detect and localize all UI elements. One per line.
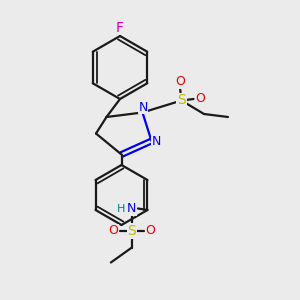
- Text: N: N: [138, 100, 148, 114]
- Text: O: O: [146, 224, 155, 238]
- Text: N: N: [151, 135, 161, 148]
- Text: N: N: [127, 202, 136, 215]
- Text: O: O: [175, 75, 185, 88]
- Text: S: S: [128, 224, 136, 238]
- Text: O: O: [108, 224, 118, 238]
- Text: S: S: [177, 94, 186, 107]
- Text: F: F: [116, 21, 124, 34]
- Text: O: O: [195, 92, 205, 106]
- Text: H: H: [117, 203, 125, 214]
